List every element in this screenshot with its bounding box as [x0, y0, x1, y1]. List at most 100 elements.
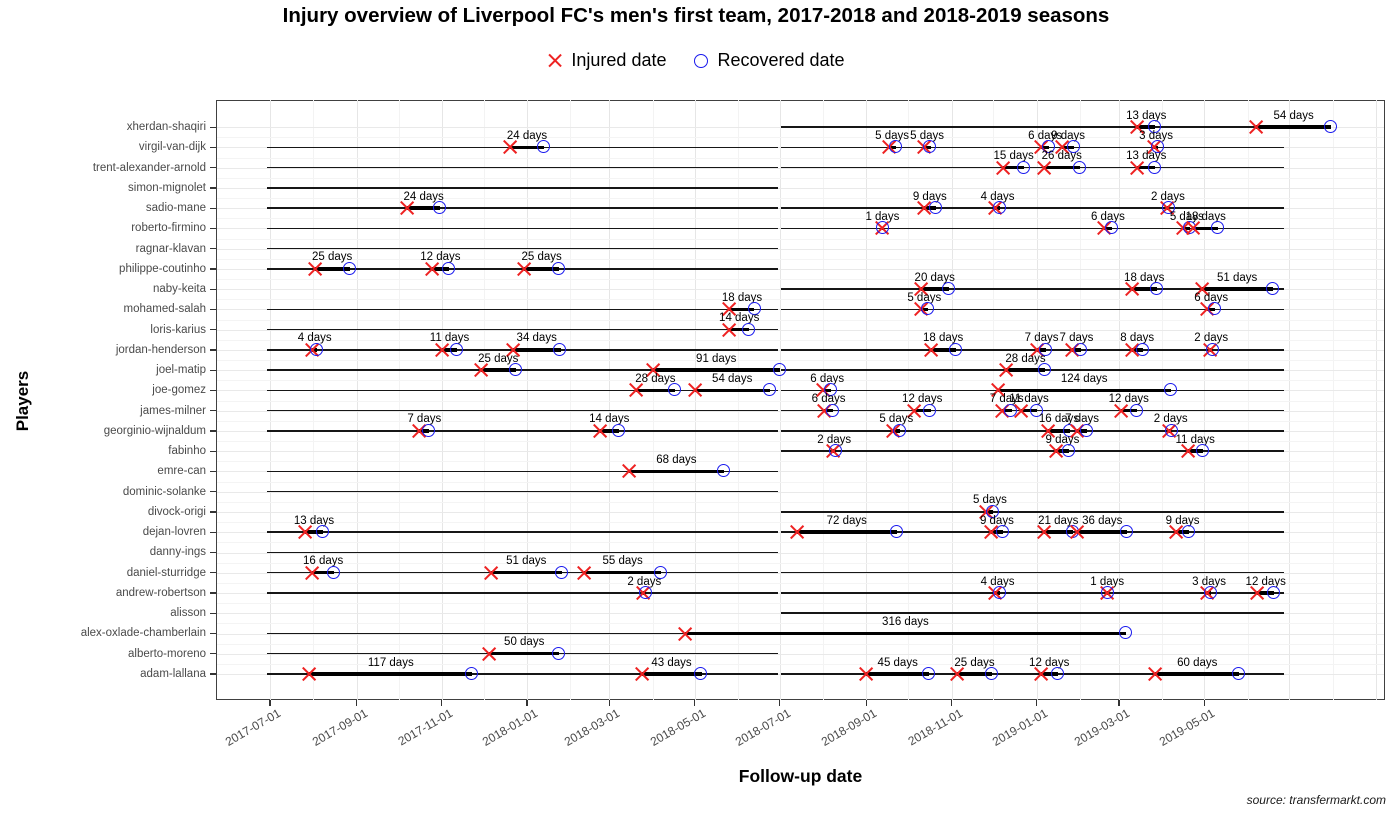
- injury-duration-bar: [432, 267, 449, 271]
- recovered-marker: [552, 646, 565, 660]
- y-tick-mark: [210, 167, 216, 169]
- player-label: mohamed-salah: [123, 303, 206, 316]
- injury-days-label: 6 days: [1194, 291, 1229, 304]
- recovered-marker: [316, 525, 329, 539]
- x-tick-label: 2019-05-01: [1157, 706, 1218, 749]
- y-minor-gridline: [217, 157, 1384, 159]
- injury-duration-bar: [641, 672, 702, 676]
- injury-days-label: 9 days: [979, 514, 1014, 527]
- y-minor-gridline: [217, 522, 1384, 524]
- injury-duration-bar: [1043, 530, 1073, 534]
- recovered-marker: [553, 342, 567, 356]
- x-tick-mark: [950, 700, 953, 706]
- injury-duration-bar: [729, 307, 755, 312]
- injury-days-label: 12 days: [1029, 656, 1070, 669]
- injured-marker: [635, 667, 649, 681]
- x-tick-mark: [441, 700, 443, 706]
- injury-days-label: 34 days: [516, 332, 557, 345]
- y-minor-gridline: [217, 380, 1384, 382]
- followup-line: [781, 288, 1284, 290]
- x-gridline: [1204, 100, 1206, 700]
- recovered-marker: [422, 423, 436, 437]
- player-label: simon-mignolet: [128, 181, 206, 194]
- recovered-marker: [1029, 403, 1043, 417]
- injury-days-label: 2 days: [1194, 332, 1229, 345]
- recovered-marker: [1072, 160, 1086, 174]
- recovered-marker: [828, 444, 842, 458]
- injury-duration-bar: [1077, 530, 1128, 534]
- injury-days-label: 16 days: [1038, 413, 1080, 426]
- player-label: fabinho: [168, 445, 206, 457]
- injury-duration-bar: [489, 651, 560, 656]
- x-gridline: [694, 100, 696, 700]
- injured-marker: [435, 343, 449, 357]
- x-minor-gridline: [1080, 100, 1081, 700]
- injury-days-label: 5 days: [907, 291, 942, 304]
- recovered-marker: [1205, 342, 1219, 356]
- x-gridline: [779, 100, 781, 700]
- recovered-marker: [986, 504, 1000, 518]
- injury-days-label: 24 days: [403, 190, 444, 203]
- injury-days-label: 7 days: [407, 413, 442, 426]
- x-minor-gridline: [1332, 100, 1334, 700]
- injury-days-label: 45 days: [877, 656, 918, 669]
- injury-duration-bar: [1120, 408, 1138, 413]
- injury-days-label: 2 days: [817, 433, 852, 446]
- recovered-marker: [1165, 423, 1178, 437]
- recovered-marker: [772, 363, 786, 377]
- player-label: joel-matip: [156, 364, 206, 376]
- player-label: naby-keita: [152, 283, 206, 295]
- recovered-marker: [923, 140, 937, 154]
- injury-duration-bar: [1257, 591, 1275, 595]
- recovered-marker: [762, 383, 776, 397]
- y-tick-mark: [210, 349, 216, 351]
- y-tick-mark: [210, 389, 216, 392]
- y-minor-gridline: [217, 238, 1384, 240]
- recovered-marker: [922, 666, 935, 680]
- y-minor-gridline: [217, 643, 1384, 645]
- injured-marker: [950, 667, 964, 681]
- injury-days-label: 51 days: [1216, 271, 1258, 284]
- recovered-marker: [612, 423, 625, 437]
- player-label: trent-alexander-arnold: [92, 161, 206, 174]
- player-label: virgil-van-dijk: [138, 141, 206, 154]
- injured-marker: [577, 566, 591, 580]
- injured-marker: [503, 140, 517, 154]
- x-tick-mark: [1203, 700, 1205, 706]
- x-tick-label: 2018-03-01: [562, 706, 623, 749]
- recovered-marker: [667, 383, 681, 397]
- injury-duration-bar: [1201, 287, 1273, 291]
- recovered-marker: [929, 201, 942, 215]
- recovered-marker: [1061, 444, 1075, 458]
- followup-line: [267, 673, 779, 675]
- injury-duration-bar: [304, 530, 324, 534]
- injury-days-label: 25 days: [521, 251, 562, 264]
- injury-days-label: 60 days: [1177, 656, 1218, 669]
- injury-days-label: 51 days: [506, 555, 547, 568]
- injury-duration-bar: [584, 570, 661, 575]
- y-tick-mark: [210, 551, 216, 554]
- y-minor-gridline: [217, 663, 1384, 665]
- player-label: alberto-moreno: [128, 647, 206, 660]
- y-gridline: [217, 491, 1384, 493]
- injured-marker: [400, 201, 414, 215]
- y-gridline: [217, 653, 1384, 655]
- injury-days-label: 54 days: [712, 372, 753, 385]
- injured-marker: [1130, 161, 1144, 175]
- injury-duration-bar: [913, 408, 931, 413]
- injured-marker: [484, 566, 498, 580]
- recovered-marker: [310, 342, 324, 356]
- injury-duration-bar: [997, 388, 1171, 393]
- y-tick-mark: [210, 288, 216, 290]
- injury-duration-bar: [920, 287, 949, 291]
- followup-line: [267, 227, 779, 230]
- followup-line: [267, 308, 779, 311]
- x-gridline: [356, 100, 358, 700]
- injury-days-label: 7 days: [989, 393, 1024, 406]
- y-tick-mark: [210, 632, 216, 635]
- x-tick-mark: [355, 700, 358, 706]
- injury-duration-bar: [524, 267, 560, 271]
- x-gridline: [270, 100, 271, 700]
- player-label: dominic-solanke: [122, 485, 206, 498]
- y-gridline: [217, 471, 1384, 473]
